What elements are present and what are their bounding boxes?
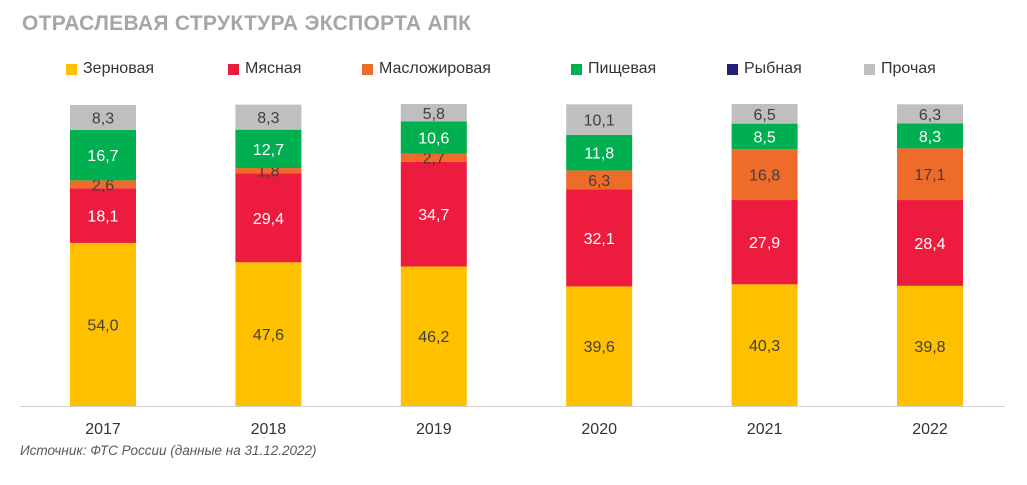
x-tick-label: 2018: [251, 421, 287, 438]
data-label: 29,4: [253, 211, 284, 228]
data-label: 6,3: [588, 173, 610, 190]
bar-segment: [566, 134, 633, 171]
bar-segment: [566, 104, 633, 135]
data-label: 12,7: [253, 142, 284, 159]
bar-segment: [897, 104, 963, 124]
bar-segment: [235, 262, 302, 406]
chart-title: ОТРАСЛЕВАЯ СТРУКТУРА ЭКСПОРТА АПК: [22, 12, 472, 35]
bar-segment: [731, 104, 798, 124]
data-label: 28,4: [914, 236, 945, 253]
data-label: 10,6: [418, 131, 449, 148]
data-label: 16,7: [87, 148, 118, 165]
data-label: 8,3: [919, 129, 941, 146]
chart-legend: Зерновая Мясная Масложировая Пищевая Рыб…: [66, 60, 966, 80]
bar-segment: [235, 104, 302, 130]
bar-segment: [70, 188, 136, 243]
data-label: 32,1: [584, 231, 615, 248]
bar-segment: [566, 189, 633, 287]
data-label: 46,2: [418, 329, 449, 346]
source-note: Источник: ФТС России (данные на 31.12.20…: [20, 443, 317, 458]
data-label: 2,7: [423, 151, 445, 168]
legend-item-food: Пищевая: [571, 60, 656, 78]
bar-segment: [731, 123, 798, 150]
legend-label-meat: Мясная: [245, 60, 302, 77]
data-label: 2,6: [92, 177, 114, 194]
legend-swatch-food: [571, 63, 582, 75]
data-label: 39,6: [584, 339, 615, 356]
bar-segment: [235, 129, 302, 169]
bar-segment: [897, 148, 963, 201]
data-label: 11,8: [584, 146, 614, 163]
data-label: 8,3: [257, 110, 279, 127]
legend-label-food: Пищевая: [588, 60, 657, 77]
data-label: 6,3: [919, 107, 941, 124]
bar-segment: [70, 242, 136, 406]
data-label: 27,9: [749, 235, 780, 252]
x-tick-label: 2020: [581, 421, 617, 438]
bar-segment: [400, 121, 467, 154]
bar-segment: [400, 153, 467, 162]
x-tick-label: 2021: [747, 421, 783, 438]
bar-segment: [897, 285, 963, 406]
x-tick-label: 2017: [85, 421, 121, 438]
data-label: 34,7: [418, 207, 449, 224]
bar-segment: [731, 149, 798, 201]
legend-swatch-oil: [362, 63, 373, 75]
bar-segment: [731, 200, 798, 285]
bar-segment: [235, 168, 302, 174]
bar-segment: [70, 104, 136, 130]
data-label: 16,8: [749, 168, 780, 185]
x-tick-label: 2019: [416, 421, 452, 438]
bar-segment: [897, 200, 963, 286]
data-label: 8,5: [753, 129, 775, 146]
x-tick-label: 2022: [912, 421, 948, 438]
data-label: 10,1: [584, 113, 615, 130]
data-label: 40,3: [749, 338, 780, 355]
bar-segment: [70, 180, 136, 189]
bar-segment: [400, 266, 467, 406]
legend-label-oil: Масложировая: [379, 60, 491, 77]
bar-segment: [400, 161, 467, 267]
data-label: 5,8: [423, 106, 445, 123]
data-label: 18,1: [87, 209, 118, 226]
data-label: 6,5: [753, 107, 775, 124]
data-label: 17,1: [914, 167, 945, 184]
data-label: 54,0: [87, 317, 118, 334]
legend-item-meat: Мясная: [228, 60, 301, 78]
bar-segment: [235, 173, 302, 263]
bar-segment: [731, 284, 798, 406]
legend-label-fish: Рыбная: [744, 60, 802, 77]
legend-label-other: Прочая: [881, 60, 936, 77]
legend-item-fish: Рыбная: [727, 60, 802, 78]
legend-item-grain: Зерновая: [66, 60, 154, 78]
bar-segment: [566, 286, 633, 406]
legend-label-grain: Зерновая: [83, 60, 155, 77]
bar-segment: [70, 129, 136, 181]
legend-swatch-other: [864, 63, 875, 75]
data-label: 47,6: [253, 327, 284, 344]
legend-swatch-fish: [727, 63, 738, 75]
bar-segment: [566, 170, 633, 190]
bar-segment: [400, 104, 467, 122]
bar-segment: [897, 123, 963, 149]
legend-item-oil: Масложировая: [362, 60, 491, 78]
legend-item-other: Прочая: [864, 60, 936, 78]
data-label: 8,3: [92, 110, 114, 127]
legend-swatch-meat: [228, 63, 239, 75]
legend-swatch-grain: [66, 63, 77, 75]
data-label: 39,8: [914, 339, 945, 356]
